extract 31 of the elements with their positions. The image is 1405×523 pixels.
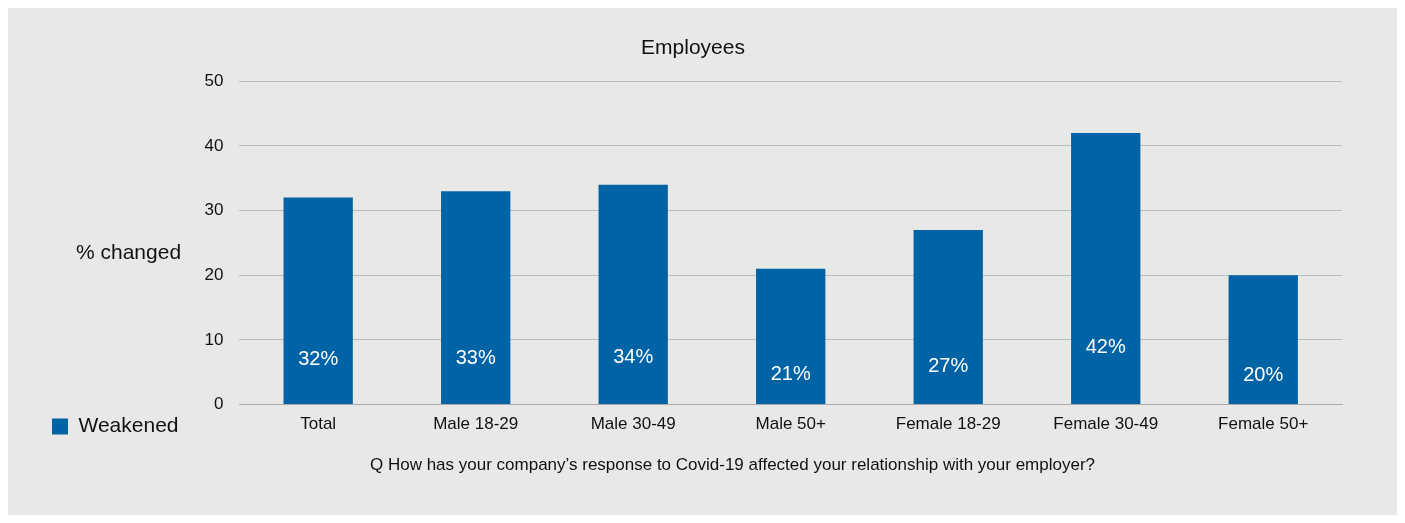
bar <box>1228 275 1298 405</box>
y-tick-label: 40 <box>204 135 224 155</box>
data-label: 21% <box>770 361 811 384</box>
y-axis-title: % changed <box>76 240 182 264</box>
bar <box>756 268 826 405</box>
x-tick-label: Female 30-49 <box>1053 414 1159 434</box>
y-tick-label: 50 <box>204 70 224 90</box>
bar <box>1071 132 1141 405</box>
x-tick-label: Female 50+ <box>1218 414 1309 434</box>
data-label: 32% <box>298 347 339 370</box>
bar <box>598 184 668 405</box>
data-label: 34% <box>613 344 654 367</box>
data-label: 33% <box>455 346 496 369</box>
bar <box>283 197 353 405</box>
chart-title: Employees <box>641 35 745 59</box>
x-tick-label: Female 18-29 <box>895 414 1001 434</box>
x-tick-label: Male 30-49 <box>590 414 676 434</box>
y-tick-label: 20 <box>204 264 224 284</box>
bar <box>441 191 511 405</box>
data-label: 20% <box>1243 363 1284 386</box>
y-tick-label: 30 <box>204 200 224 220</box>
legend-label: Weakened <box>78 413 179 437</box>
y-tick-label: 0 <box>213 394 224 414</box>
y-tick-label: 10 <box>204 329 224 349</box>
data-label: 42% <box>1085 334 1126 357</box>
x-tick-label: Male 50+ <box>755 414 826 434</box>
x-tick-label: Total <box>300 414 337 434</box>
x-tick-label: Male 18-29 <box>433 414 519 434</box>
bar <box>913 229 983 405</box>
text: Q How has your company’s response to Covid-19 affected your relationship with your employer? <box>368 455 1097 475</box>
data-label: 27% <box>928 353 969 376</box>
